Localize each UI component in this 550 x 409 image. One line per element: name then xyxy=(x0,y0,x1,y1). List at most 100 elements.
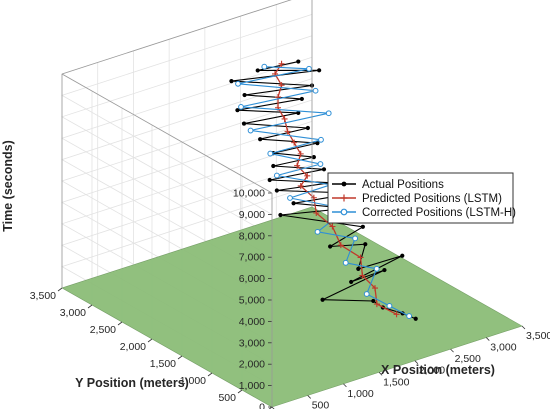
point-actual xyxy=(382,267,387,273)
x-tick-mark xyxy=(307,395,311,399)
point-corrected xyxy=(317,161,324,167)
point-actual xyxy=(241,121,247,126)
point-corrected xyxy=(273,172,280,179)
point-predicted xyxy=(304,172,311,179)
point-actual xyxy=(371,298,376,304)
legend-item-corrected: Corrected Positions (LSTM-H) xyxy=(332,207,516,219)
point-predicted xyxy=(372,285,378,292)
axes-box-edge xyxy=(61,73,273,194)
x-tick-label: 500 xyxy=(312,399,330,409)
point-corrected xyxy=(306,65,312,72)
x-tick-mark xyxy=(343,383,347,388)
x-tick-label: 3,500 xyxy=(526,330,550,342)
point-actual xyxy=(363,242,368,247)
x-axis-label: X Position (meters) xyxy=(381,363,495,377)
z-tick-label: 1,000 xyxy=(239,380,265,392)
point-actual xyxy=(328,244,333,249)
y-tick-mark xyxy=(147,338,153,343)
point-actual xyxy=(321,167,327,172)
point-corrected xyxy=(325,110,332,117)
point-actual xyxy=(296,59,301,64)
point-actual xyxy=(400,253,405,258)
legend-item-predicted: Predicted Positions (LSTM) xyxy=(332,193,502,205)
y-axis-label: Y Position (meters) xyxy=(75,376,189,390)
point-corrected xyxy=(406,313,413,319)
y-tick-label: 2,000 xyxy=(120,341,146,353)
z-tick-label: 9,000 xyxy=(239,209,265,221)
legend: Actual Positions Predicted Positions (LS… xyxy=(327,172,516,224)
point-corrected xyxy=(247,127,254,134)
point-actual xyxy=(360,224,365,229)
z-tick-label: 5,000 xyxy=(239,295,265,307)
x-tick-mark xyxy=(378,372,383,376)
y-tick-mark xyxy=(237,389,243,394)
x-tick-mark xyxy=(450,348,454,353)
y-tick-mark xyxy=(87,304,93,309)
legend-item-actual: Actual Positions xyxy=(332,179,444,191)
z-tick-label: 4,000 xyxy=(239,316,265,328)
point-actual xyxy=(235,108,240,113)
z-tick-label: 0 xyxy=(259,402,265,409)
tick-labels: 0 1,000 2,000 3,000 4,000 5,000 6,000 7,000 8,00… xyxy=(30,188,550,409)
point-predicted xyxy=(281,115,288,122)
y-tick-mark xyxy=(57,287,63,292)
point-actual xyxy=(305,125,310,131)
point-predicted xyxy=(357,254,364,261)
y-tick-label: 1,500 xyxy=(150,358,176,370)
point-actual xyxy=(258,137,263,142)
y-tick-label: 3,500 xyxy=(30,290,56,302)
point-corrected xyxy=(261,63,268,70)
x-tick-mark xyxy=(414,360,419,364)
point-corrected xyxy=(352,235,359,242)
x-tick-label: 3,000 xyxy=(490,342,516,354)
point-corrected xyxy=(314,228,321,235)
point-predicted xyxy=(284,128,291,135)
legend-label-actual: Actual Positions xyxy=(362,179,444,191)
point-predicted xyxy=(297,182,304,189)
point-actual xyxy=(317,68,322,73)
y-tick-mark xyxy=(207,372,213,377)
x-tick-label: 1,500 xyxy=(383,376,409,388)
series-predicted xyxy=(272,60,400,318)
point-predicted xyxy=(278,60,285,67)
point-corrected xyxy=(267,150,274,157)
y-tick-mark xyxy=(177,355,183,360)
point-corrected xyxy=(235,80,241,87)
x-tick-label: 1,000 xyxy=(347,388,373,400)
y-tick-mark xyxy=(117,321,123,326)
legend-marker-actual xyxy=(341,181,347,187)
z-tick-label: 2,000 xyxy=(239,359,265,371)
point-actual xyxy=(320,297,325,302)
point-actual xyxy=(296,110,301,116)
point-actual xyxy=(229,79,234,84)
point-corrected xyxy=(287,195,293,201)
z-tick-label: 7,000 xyxy=(239,252,265,264)
point-corrected xyxy=(238,104,244,110)
z-tick-label: 6,000 xyxy=(239,273,265,285)
legend-box xyxy=(327,172,514,224)
point-corrected xyxy=(312,87,319,94)
z-tick-label: 3,000 xyxy=(239,337,265,349)
point-corrected xyxy=(386,302,393,309)
legend-marker-predicted xyxy=(340,194,348,202)
point-predicted xyxy=(313,210,320,217)
point-corrected xyxy=(318,136,324,143)
legend-marker-corrected xyxy=(340,208,348,216)
point-actual xyxy=(271,163,276,169)
x-tick-label: 2,000 xyxy=(419,365,445,377)
point-actual xyxy=(267,177,272,183)
y-tick-label: 3,000 xyxy=(60,307,86,319)
axes-box-edge xyxy=(61,0,292,75)
point-predicted xyxy=(337,242,344,249)
z-axis-label: Time (seconds) xyxy=(1,140,15,231)
y-tick-label: 1,000 xyxy=(180,375,206,387)
series-line-actual xyxy=(231,61,416,320)
z-tick-label: 10,000 xyxy=(233,188,265,200)
point-predicted xyxy=(294,162,301,169)
point-actual xyxy=(299,96,304,102)
point-actual xyxy=(413,316,418,321)
point-actual xyxy=(311,154,316,160)
point-corrected xyxy=(342,259,349,266)
point-actual xyxy=(274,188,279,193)
